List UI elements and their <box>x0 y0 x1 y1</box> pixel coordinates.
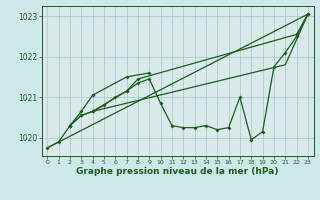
X-axis label: Graphe pression niveau de la mer (hPa): Graphe pression niveau de la mer (hPa) <box>76 167 279 176</box>
